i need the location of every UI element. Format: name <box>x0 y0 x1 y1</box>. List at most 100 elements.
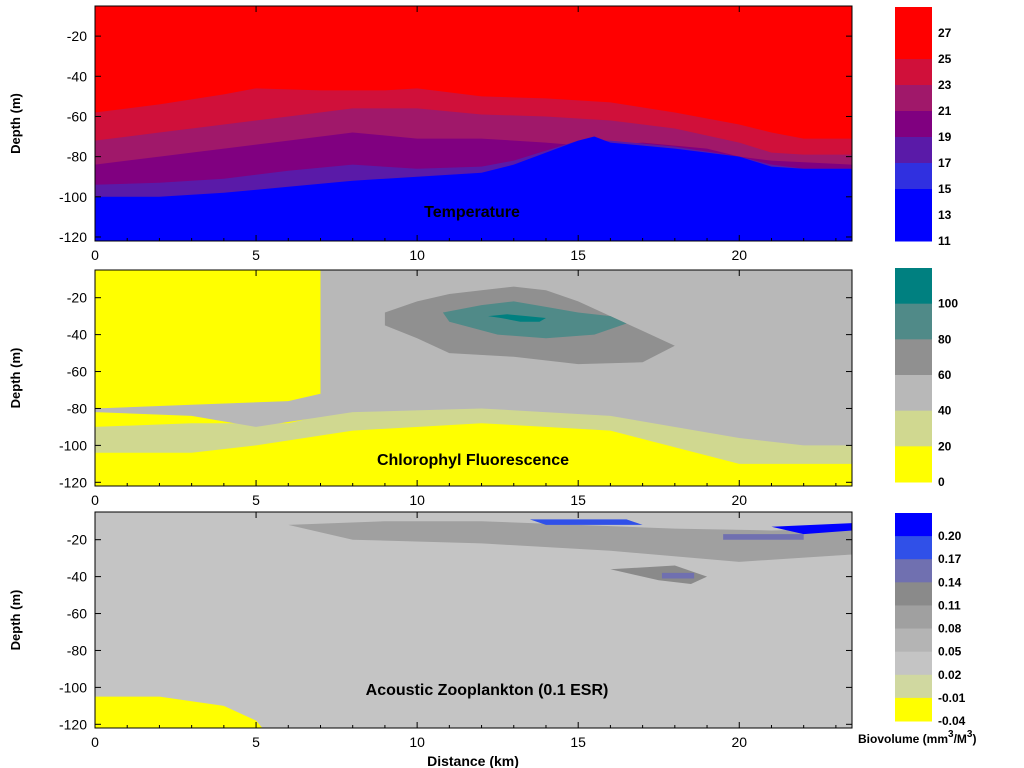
y-tick-label-2-3: -80 <box>67 642 87 658</box>
colorbar-label-0-0: 27 <box>938 26 952 40</box>
colorbar-swatch-2-0 <box>895 513 932 537</box>
x-tick-label-1-0: 0 <box>91 492 99 508</box>
y-tick-label-1-5: -120 <box>59 474 87 490</box>
y-tick-label-1-1: -40 <box>67 327 87 343</box>
x-tick-label-1-1: 5 <box>252 492 260 508</box>
x-tick-label-0-4: 20 <box>731 247 747 263</box>
colorbar-label-1-3: 40 <box>938 404 952 418</box>
y-tick-label-0-1: -40 <box>67 68 87 84</box>
colorbar-swatch-2-2 <box>895 559 932 583</box>
colorbar-label-2-5: 0.05 <box>938 645 962 659</box>
colorbar-swatch-1-4 <box>895 410 932 447</box>
contour-band-2-2 <box>610 565 708 584</box>
colorbar-swatch-0-8 <box>895 215 932 242</box>
colorbar-label-2-8: -0.04 <box>938 714 966 728</box>
colorbar-label-0-6: 15 <box>938 182 952 196</box>
colorbar-label-0-2: 23 <box>938 78 952 92</box>
colorbar-label-2-3: 0.11 <box>938 598 961 612</box>
colorbar-swatch-2-6 <box>895 651 932 676</box>
contour-band-2-5 <box>661 572 695 579</box>
y-tick-label-2-0: -20 <box>67 532 87 548</box>
x-tick-label-0-2: 10 <box>409 247 425 263</box>
y-tick-label-1-4: -100 <box>59 437 87 453</box>
colorbar-label-2-6: 0.02 <box>938 668 962 682</box>
colorbar-title: Biovolume (mm3/M3) <box>858 729 976 746</box>
colorbar-swatch-2-7 <box>895 674 932 699</box>
colorbar-label-0-7: 13 <box>938 208 952 222</box>
colorbar-swatch-2-3 <box>895 582 932 606</box>
x-tick-label-2-3: 15 <box>570 734 586 750</box>
plot-frame-0 <box>94 5 853 242</box>
y-tick-label-0-0: -20 <box>67 28 87 44</box>
colorbar-swatch-2-5 <box>895 628 932 653</box>
colorbar-swatch-0-0 <box>895 7 932 34</box>
y-tick-label-1-3: -80 <box>67 400 87 416</box>
colorbar-label-2-1: 0.17 <box>938 552 962 566</box>
colorbar-label-2-2: 0.14 <box>938 575 962 589</box>
panel-title-1: Chlorophyl Fluorescence <box>377 452 569 469</box>
colorbar-label-1-4: 20 <box>938 439 952 453</box>
colorbar-swatch-2-4 <box>895 605 932 630</box>
y-tick-label-2-5: -120 <box>59 716 87 732</box>
y-tick-label-1-2: -60 <box>67 364 87 380</box>
colorbar-swatch-0-4 <box>895 111 932 138</box>
colorbar-swatch-2-8 <box>895 697 932 722</box>
x-tick-label-2-4: 20 <box>731 734 747 750</box>
y-tick-label-0-5: -120 <box>59 229 87 245</box>
y-axis-label-0: Depth (m) <box>8 93 23 154</box>
colorbar-swatch-0-3 <box>895 85 932 112</box>
x-tick-label-1-2: 10 <box>409 492 425 508</box>
colorbar-label-0-4: 19 <box>938 130 952 144</box>
contour-band-2-4 <box>771 523 852 535</box>
colorbar-label-1-2: 60 <box>938 368 952 382</box>
y-tick-label-2-2: -60 <box>67 606 87 622</box>
colorbar-swatch-0-2 <box>895 59 932 86</box>
colorbar-swatch-1-3 <box>895 375 932 412</box>
colorbar-swatch-0-1 <box>895 33 932 60</box>
colorbar-label-2-4: 0.08 <box>938 622 962 636</box>
colorbar-label-0-8: 11 <box>938 234 951 248</box>
colorbar-label-1-0: 100 <box>938 297 958 311</box>
colorbar-swatch-2-1 <box>895 536 932 560</box>
colorbar-swatch-1-5 <box>895 446 932 483</box>
plot-frame-1 <box>94 269 853 487</box>
contour-band-0-4 <box>95 136 852 241</box>
panel-title-0: Temperature <box>424 204 520 221</box>
x-axis-label: Distance (km) <box>427 753 519 768</box>
colorbar-label-0-3: 21 <box>938 104 952 118</box>
contour-band-2-1 <box>288 521 852 562</box>
y-tick-label-1-0: -20 <box>67 290 87 306</box>
y-tick-label-0-3: -80 <box>67 149 87 165</box>
colorbar-label-2-0: 0.20 <box>938 529 962 543</box>
contour-band-2-0 <box>95 696 263 728</box>
colorbar-swatch-0-7 <box>895 189 932 216</box>
colorbar-swatch-1-2 <box>895 339 932 376</box>
y-axis-label-2: Depth (m) <box>8 590 23 651</box>
x-tick-label-0-1: 5 <box>252 247 260 263</box>
y-tick-label-0-4: -100 <box>59 189 87 205</box>
x-tick-label-0-3: 15 <box>570 247 586 263</box>
x-tick-label-2-2: 10 <box>409 734 425 750</box>
y-tick-label-0-2: -60 <box>67 108 87 124</box>
colorbar-label-2-7: -0.01 <box>938 691 966 705</box>
x-tick-label-2-1: 5 <box>252 734 260 750</box>
x-tick-label-0-0: 0 <box>91 247 99 263</box>
colorbar-swatch-1-0 <box>895 268 932 305</box>
colorbar-label-0-1: 25 <box>938 52 952 66</box>
contour-band-2-6 <box>723 534 804 540</box>
colorbar-label-1-5: 0 <box>938 475 945 489</box>
y-axis-label-1: Depth (m) <box>8 348 23 409</box>
y-tick-label-2-4: -100 <box>59 679 87 695</box>
colorbar-swatch-0-5 <box>895 137 932 164</box>
x-tick-label-1-3: 15 <box>570 492 586 508</box>
colorbar-label-1-1: 80 <box>938 332 952 346</box>
contour-band-2-3 <box>529 519 643 525</box>
colorbar-label-0-5: 17 <box>938 156 952 170</box>
x-tick-label-1-4: 20 <box>731 492 747 508</box>
contour-band-1-4 <box>487 314 546 322</box>
y-tick-label-2-1: -40 <box>67 569 87 585</box>
plot-frame-2 <box>94 511 853 729</box>
colorbar-swatch-0-6 <box>895 163 932 190</box>
x-tick-label-2-0: 0 <box>91 734 99 750</box>
